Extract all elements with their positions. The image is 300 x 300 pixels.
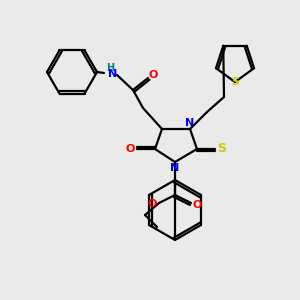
Text: O: O: [125, 144, 135, 154]
Text: O: O: [148, 70, 158, 80]
Text: S: S: [218, 142, 226, 155]
Text: N: N: [185, 118, 195, 128]
Text: N: N: [170, 163, 180, 173]
Text: S: S: [231, 77, 239, 87]
Text: O: O: [192, 200, 202, 210]
Text: H: H: [106, 63, 114, 73]
Text: N: N: [108, 69, 118, 79]
Text: O: O: [147, 199, 157, 209]
